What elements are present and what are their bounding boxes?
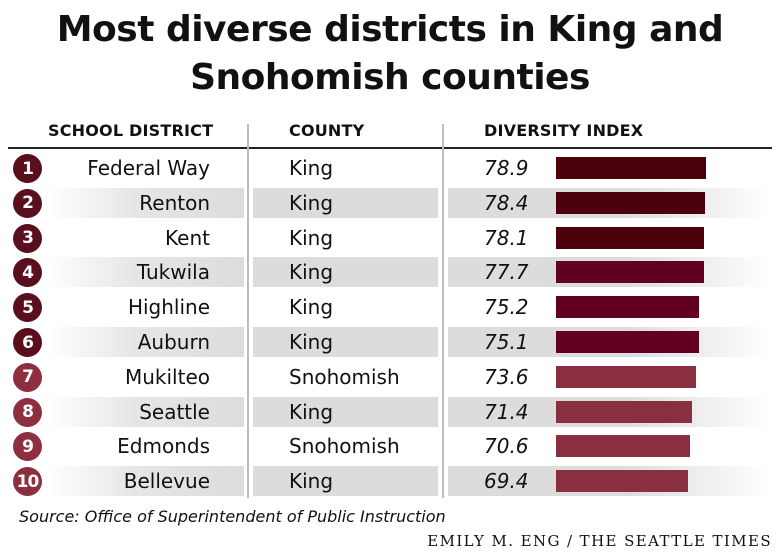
rank-badge: 6	[13, 328, 42, 357]
diversity-index-bar	[556, 226, 705, 249]
district-name: Seattle	[139, 399, 210, 424]
table-row: 1 Federal Way King 78.9	[0, 150, 780, 184]
rank-badge: 7	[13, 362, 42, 392]
county-name: King	[289, 295, 334, 320]
diversity-index-value: 70.6	[484, 434, 529, 459]
county-name: King	[289, 225, 334, 250]
header-divider	[8, 147, 772, 149]
diversity-index-bar	[556, 157, 706, 179]
source-note: Source: Office of Superintendent of Publ…	[19, 507, 446, 526]
diversity-index-value: 77.7	[484, 260, 529, 285]
rank-badge: 1	[13, 154, 42, 183]
county-name: King	[289, 399, 334, 424]
rank-badge: 10	[13, 467, 42, 497]
district-name: Federal Way	[87, 156, 210, 180]
column-header-school-district: SCHOOL DISTRICT	[48, 121, 214, 140]
diversity-index-value: 71.4	[484, 399, 529, 424]
diversity-index-value: 75.1	[484, 330, 529, 354]
row-shading	[253, 187, 438, 218]
district-name: Renton	[139, 190, 210, 215]
row-shading	[253, 257, 438, 288]
district-name: Edmonds	[117, 434, 210, 459]
table-row: 3 Kent King 78.1	[0, 220, 780, 254]
column-divider	[247, 124, 249, 498]
diversity-index-bar	[556, 191, 706, 214]
row-shading	[45, 257, 244, 288]
diversity-index-value: 69.4	[484, 469, 529, 494]
rank-badge: 2	[13, 188, 42, 218]
diversity-index-bar	[556, 331, 699, 353]
rank-badge: 3	[13, 223, 42, 253]
column-header-county: COUNTY	[289, 121, 365, 140]
row-shading	[45, 187, 244, 218]
diversity-index-value: 73.6	[484, 364, 529, 389]
row-shading	[45, 466, 244, 497]
county-name: King	[289, 156, 334, 180]
diversity-index-bar	[556, 365, 696, 388]
table-row: 2 Renton King 78.4	[0, 185, 780, 219]
row-shading	[253, 466, 438, 497]
diversity-index-value: 78.1	[484, 225, 529, 250]
diversity-index-value: 75.2	[484, 295, 529, 320]
table-row: 5 Highline King 75.2	[0, 289, 780, 323]
rank-badge: 9	[13, 432, 42, 462]
diversity-index-value: 78.4	[484, 190, 529, 215]
table-row: 7 Mukilteo Snohomish 73.6	[0, 359, 780, 393]
column-divider	[442, 124, 444, 498]
row-shading	[253, 327, 438, 357]
credit-line: EMILY M. ENG / THE SEATTLE TIMES	[427, 532, 772, 550]
row-shading	[45, 327, 244, 357]
rank-badge: 8	[13, 397, 42, 427]
table-row: 8 Seattle King 71.4	[0, 394, 780, 428]
county-name: King	[289, 190, 334, 215]
diversity-index-bar	[556, 296, 699, 319]
district-name: Kent	[165, 225, 210, 250]
district-name: Bellevue	[123, 469, 210, 494]
county-name: Snohomish	[289, 364, 400, 389]
row-shading	[45, 396, 244, 427]
diversity-index-value: 78.9	[484, 156, 529, 180]
district-name: Tukwila	[136, 260, 210, 285]
district-name: Mukilteo	[124, 364, 210, 389]
county-name: King	[289, 330, 334, 354]
diversity-index-bar	[556, 435, 691, 458]
row-shading	[253, 396, 438, 427]
table-row: 6 Auburn King 75.1	[0, 324, 780, 358]
diversity-index-bar	[556, 400, 692, 423]
district-name: Highline	[127, 295, 210, 320]
rank-badge: 5	[13, 293, 42, 323]
table-row: 4 Tukwila King 77.7	[0, 254, 780, 288]
county-name: King	[289, 260, 334, 285]
column-header-diversity-index: DIVERSITY INDEX	[484, 121, 644, 140]
table-header: SCHOOL DISTRICT COUNTY DIVERSITY INDEX	[0, 121, 780, 147]
district-name: Auburn	[137, 330, 210, 354]
diversity-index-bar	[556, 470, 688, 493]
diversity-index-bar	[556, 261, 704, 284]
table-row: 10 Bellevue King 69.4	[0, 463, 780, 497]
county-name: King	[289, 469, 334, 494]
county-name: Snohomish	[289, 434, 400, 459]
rank-badge: 4	[13, 258, 42, 288]
chart-title: Most diverse districts in King and Snoho…	[56, 9, 724, 98]
table-row: 9 Edmonds Snohomish 70.6	[0, 428, 780, 462]
